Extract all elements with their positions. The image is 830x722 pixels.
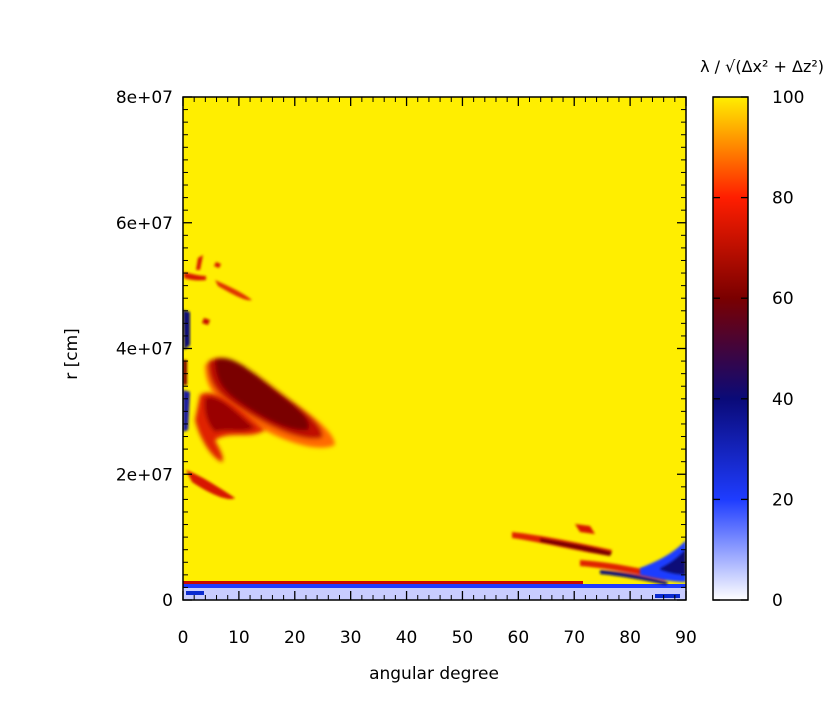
y-axis-tick-labels: 0 2e+07 4e+07 6e+07 8e+07 xyxy=(116,88,173,611)
x-tick-label: 40 xyxy=(396,628,418,648)
colorbar-tick-labels: 0 20 40 60 80 100 xyxy=(772,88,804,611)
x-axis-title: angular degree xyxy=(369,664,499,684)
colorbar-tick-label: 0 xyxy=(772,591,783,611)
plot-area xyxy=(183,97,686,600)
upper-left-streaks xyxy=(184,255,252,325)
y-axis-ticks xyxy=(183,96,686,601)
heatmap-features xyxy=(183,255,686,600)
y-axis-title: r [cm] xyxy=(62,328,82,380)
lower-left-streak xyxy=(186,470,235,500)
x-tick-label: 70 xyxy=(563,628,585,648)
x-tick-label: 50 xyxy=(452,628,474,648)
x-tick-label: 90 xyxy=(675,628,697,648)
colorbar-title: λ / √(Δx² + Δz²) xyxy=(700,57,824,76)
bottom-boundary-mark-right xyxy=(655,594,680,598)
colorbar-tick-label: 40 xyxy=(772,390,794,410)
y-tick-label: 4e+07 xyxy=(116,340,173,360)
bottom-boundary-band-red xyxy=(183,581,583,584)
x-tick-label: 60 xyxy=(508,628,530,648)
bottom-right-corner xyxy=(640,540,686,582)
y-tick-label: 8e+07 xyxy=(116,88,173,108)
x-tick-label: 10 xyxy=(228,628,250,648)
bottom-boundary-band-dark xyxy=(183,584,686,588)
colorbar-tick-label: 20 xyxy=(772,490,794,510)
secondary-streak xyxy=(195,392,265,462)
colorbar xyxy=(712,96,749,601)
bottom-right-streaks xyxy=(512,524,668,585)
y-tick-label: 2e+07 xyxy=(116,465,173,485)
x-tick-label: 20 xyxy=(284,628,306,648)
main-streak xyxy=(205,357,335,448)
colorbar-ticks xyxy=(713,96,748,601)
x-tick-label: 0 xyxy=(178,628,189,648)
y-tick-label: 0 xyxy=(162,591,173,611)
x-tick-label: 80 xyxy=(619,628,641,648)
y-tick-label: 6e+07 xyxy=(116,214,173,234)
x-axis-ticks xyxy=(182,97,687,600)
x-tick-label: 30 xyxy=(340,628,362,648)
colorbar-tick-label: 100 xyxy=(772,88,804,108)
x-axis-tick-labels: 0 10 20 30 40 50 60 70 80 90 xyxy=(178,628,697,648)
colorbar-tick-label: 60 xyxy=(772,289,794,309)
colorbar-tick-label: 80 xyxy=(772,189,794,209)
bottom-boundary-mark-left xyxy=(186,591,204,595)
